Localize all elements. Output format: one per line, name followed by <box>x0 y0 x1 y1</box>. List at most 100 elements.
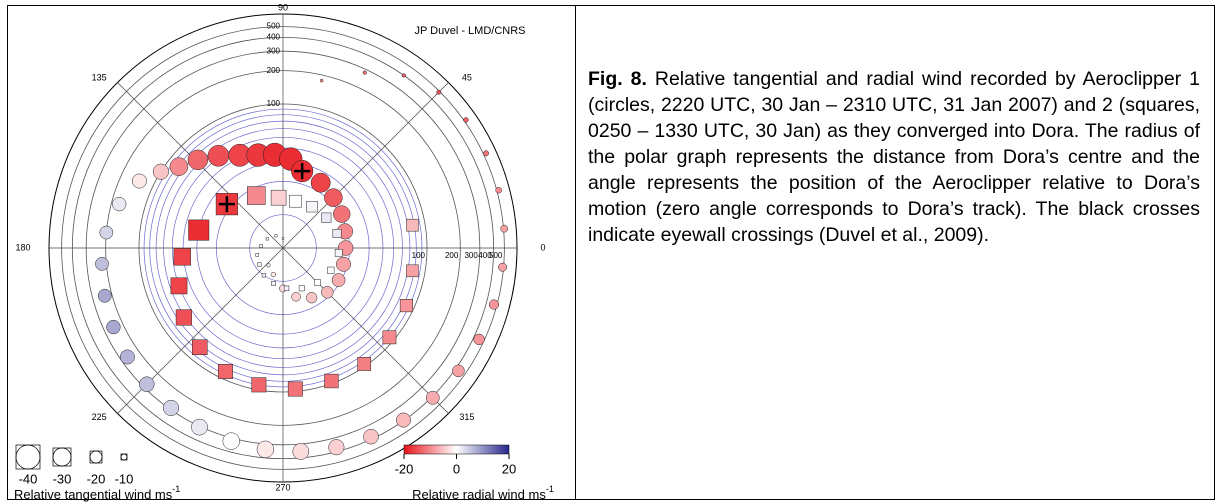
colorbar-tick-label: 20 <box>502 461 516 476</box>
square-marker <box>173 248 191 266</box>
square-marker <box>283 285 290 291</box>
spoke <box>282 82 449 249</box>
r-tick-label: 300 <box>267 46 281 55</box>
circle-marker <box>336 256 351 272</box>
theta-tick-label: 45 <box>462 73 472 83</box>
r-tick-label: 200 <box>267 66 281 75</box>
square-marker <box>191 339 208 355</box>
circle-marker <box>112 196 127 212</box>
theta-tick-label: 0 <box>540 242 545 252</box>
circle-marker <box>463 117 469 123</box>
circle-marker <box>256 440 275 459</box>
r-tick-label: 300 <box>464 251 478 260</box>
theta-tick-label: 135 <box>92 73 107 83</box>
credit: JP Duvel - LMD/CNRS <box>414 25 525 37</box>
polar-chart: JP Duvel - LMD/CNRS 0 45 90 135 180 225 270 315… <box>14 2 554 502</box>
circle-marker <box>139 376 155 392</box>
legend-label: -40 <box>19 471 38 486</box>
cell-divider <box>575 5 576 500</box>
title-sup: -1 <box>172 484 180 494</box>
circle-marker <box>396 412 411 428</box>
series-square <box>170 186 419 397</box>
circle-marker <box>498 262 508 272</box>
circle-marker <box>169 157 189 176</box>
square-marker <box>170 277 188 295</box>
square-marker <box>271 280 276 286</box>
circle-marker <box>119 349 135 365</box>
circle-marker <box>495 186 502 194</box>
circle-marker <box>401 73 406 78</box>
circle-marker <box>266 263 271 268</box>
theta-tick-label: 180 <box>15 242 30 252</box>
square-marker <box>406 264 419 278</box>
square-marker <box>332 229 342 238</box>
legend-circle <box>15 444 41 470</box>
legend-circle <box>120 453 128 461</box>
square-marker <box>314 279 321 286</box>
square-marker <box>298 285 305 292</box>
legend-square <box>15 444 41 470</box>
title-main: Relative radial wind ms <box>412 487 546 502</box>
square-marker <box>175 309 192 326</box>
circle-marker <box>291 292 301 302</box>
square-marker <box>281 237 285 240</box>
legend-circle <box>52 447 72 467</box>
size-legend-title: Relative tangential wind ms-1 <box>14 484 180 502</box>
square-marker <box>406 218 419 232</box>
spoke <box>282 247 449 414</box>
square-marker <box>357 357 372 371</box>
square-marker <box>270 189 287 206</box>
legend-circle <box>89 450 103 464</box>
r-tick-label: 400 <box>478 251 492 260</box>
circle-marker <box>425 390 440 405</box>
caption-text: Relative tangential and radial wind reco… <box>588 68 1200 246</box>
r-tick-label: 500 <box>267 22 281 31</box>
circle-marker <box>488 299 500 310</box>
circle-marker <box>207 145 230 167</box>
circle-marker <box>95 256 109 271</box>
square-marker <box>399 299 413 313</box>
circle-marker <box>331 273 346 287</box>
figure-frame <box>7 5 1215 500</box>
colorbar-tick-label: 0 <box>453 461 460 476</box>
circle-marker <box>363 428 379 445</box>
circle-marker <box>324 188 343 207</box>
circle-marker <box>321 286 334 299</box>
circle-marker <box>483 150 489 157</box>
circle-marker <box>106 319 121 335</box>
circle-marker <box>500 224 509 233</box>
caption-label: Fig. 8. <box>588 68 647 90</box>
legend-label: -30 <box>53 471 72 486</box>
square-marker <box>327 266 335 274</box>
legend-label: -20 <box>87 471 106 486</box>
circle-marker <box>310 172 331 193</box>
r-tick-label: 500 <box>489 251 503 260</box>
circle-marker <box>292 443 310 460</box>
colorbar-tick-label: -20 <box>395 461 414 476</box>
square-marker <box>259 244 263 248</box>
square-marker <box>188 219 210 241</box>
theta-tick-label: 90 <box>278 2 288 12</box>
square-marker <box>321 212 332 223</box>
circle-marker <box>152 163 169 180</box>
circle-marker <box>187 149 209 170</box>
square-marker <box>251 377 267 393</box>
square-marker <box>382 330 397 345</box>
square-marker <box>287 381 303 397</box>
title-main: Relative tangential wind ms <box>14 487 173 502</box>
square-marker <box>306 200 318 213</box>
title-sup: -1 <box>546 484 554 494</box>
theta-tick-label: 225 <box>92 412 107 422</box>
square-marker <box>247 186 266 205</box>
circle-marker <box>270 271 276 278</box>
square-marker <box>274 234 278 238</box>
circle-marker <box>333 205 351 223</box>
square-marker <box>255 253 260 257</box>
circle-marker <box>362 70 367 75</box>
circle-marker <box>328 439 345 456</box>
circle-marker <box>222 432 240 450</box>
square-marker <box>261 273 266 278</box>
circle-marker <box>473 333 485 346</box>
circle-marker <box>97 288 112 303</box>
